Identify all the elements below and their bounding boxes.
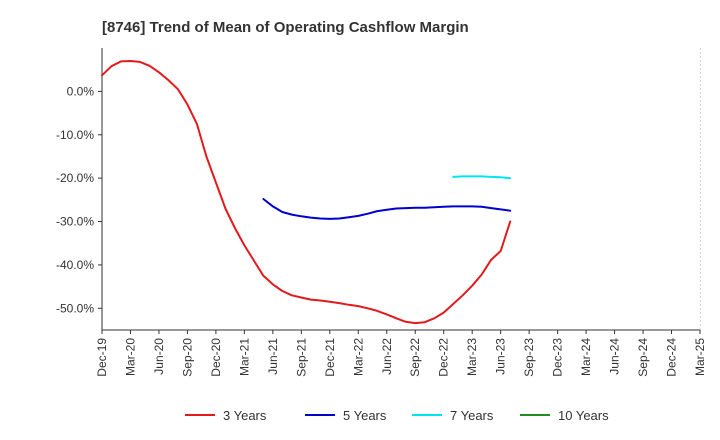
x-tick-label: Mar-24: [579, 338, 593, 376]
x-tick-label: Dec-19: [95, 338, 109, 377]
legend-label: 3 Years: [223, 408, 267, 423]
x-tick-label: Mar-23: [465, 338, 479, 376]
x-tick-label: Jun-21: [266, 338, 280, 375]
y-tick-label: -30.0%: [56, 215, 94, 229]
x-tick-label: Sep-21: [294, 338, 308, 377]
y-axis: 0.0% -10.0% -20.0% -30.0% -40.0% -50.0%: [56, 84, 102, 315]
x-tick-label: Dec-24: [665, 338, 679, 377]
x-tick-label: Sep-20: [180, 338, 194, 377]
x-tick-label: Dec-22: [437, 338, 451, 377]
y-tick-label: -10.0%: [56, 128, 94, 142]
x-tick-label: Mar-22: [351, 338, 365, 376]
x-tick-label: Jun-24: [608, 338, 622, 375]
series-line-5-years: [262, 198, 512, 220]
x-tick-label: Jun-22: [380, 338, 394, 375]
y-tick-label: -50.0%: [56, 301, 94, 315]
legend: 3 Years 5 Years 7 Years 10 Years: [185, 408, 609, 423]
x-tick-label: Jun-20: [152, 338, 166, 375]
y-tick-label: -40.0%: [56, 258, 94, 272]
series-line-7-years: [452, 175, 512, 180]
x-tick-label: Dec-21: [323, 338, 337, 377]
x-tick-label: Sep-22: [408, 338, 422, 377]
x-tick-label: Jun-23: [494, 338, 508, 375]
series-layer: [101, 60, 512, 325]
x-tick-label: Sep-23: [522, 338, 536, 377]
plot-background: [102, 48, 700, 330]
legend-label: 5 Years: [343, 408, 387, 423]
x-tick-label: Dec-20: [209, 338, 223, 377]
series-line-3-years: [101, 60, 512, 325]
x-tick-label: Mar-25: [693, 338, 707, 376]
x-tick-label: Dec-23: [551, 338, 565, 377]
chart-title: [8746] Trend of Mean of Operating Cashfl…: [102, 19, 469, 36]
plot-frame: [101, 48, 700, 331]
legend-label: 10 Years: [558, 408, 609, 423]
y-tick-label: 0.0%: [67, 84, 95, 98]
y-tick-label: -20.0%: [56, 171, 94, 185]
x-axis: Dec-19 Mar-20 Jun-20 Sep-20 Dec-20 Mar-21 Jun-…: [95, 330, 707, 377]
x-tick-label: Mar-20: [123, 338, 137, 376]
x-tick-label: Sep-24: [636, 338, 650, 377]
x-tick-label: Mar-21: [237, 338, 251, 376]
legend-label: 7 Years: [450, 408, 494, 423]
